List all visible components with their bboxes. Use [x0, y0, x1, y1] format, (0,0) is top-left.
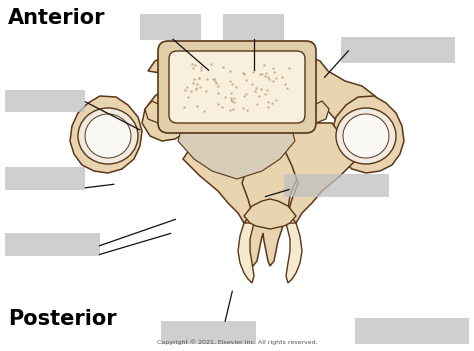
- Bar: [161, 321, 256, 344]
- Polygon shape: [145, 101, 168, 123]
- Bar: [356, 318, 469, 344]
- Polygon shape: [70, 96, 142, 173]
- Polygon shape: [183, 123, 262, 223]
- Bar: [223, 14, 284, 40]
- Ellipse shape: [283, 75, 315, 102]
- Polygon shape: [244, 199, 296, 229]
- FancyBboxPatch shape: [158, 41, 316, 133]
- Ellipse shape: [78, 108, 138, 164]
- Polygon shape: [306, 101, 329, 123]
- Bar: [5, 167, 85, 190]
- Polygon shape: [178, 123, 295, 179]
- Bar: [140, 14, 201, 40]
- Text: Anterior: Anterior: [8, 8, 106, 28]
- Ellipse shape: [159, 75, 191, 102]
- Ellipse shape: [85, 114, 131, 158]
- Polygon shape: [238, 223, 254, 283]
- Bar: [5, 233, 100, 256]
- Polygon shape: [262, 123, 357, 223]
- Text: Posterior: Posterior: [8, 309, 117, 329]
- Bar: [341, 37, 455, 63]
- Text: Copyright © 2021, Elsevier Inc. All rights reserved.: Copyright © 2021, Elsevier Inc. All righ…: [157, 339, 317, 345]
- Polygon shape: [142, 51, 388, 266]
- FancyBboxPatch shape: [169, 51, 305, 123]
- Polygon shape: [286, 223, 302, 283]
- Ellipse shape: [336, 108, 396, 164]
- Ellipse shape: [343, 114, 389, 158]
- Bar: [5, 90, 85, 112]
- Bar: [284, 174, 389, 197]
- Polygon shape: [332, 96, 404, 173]
